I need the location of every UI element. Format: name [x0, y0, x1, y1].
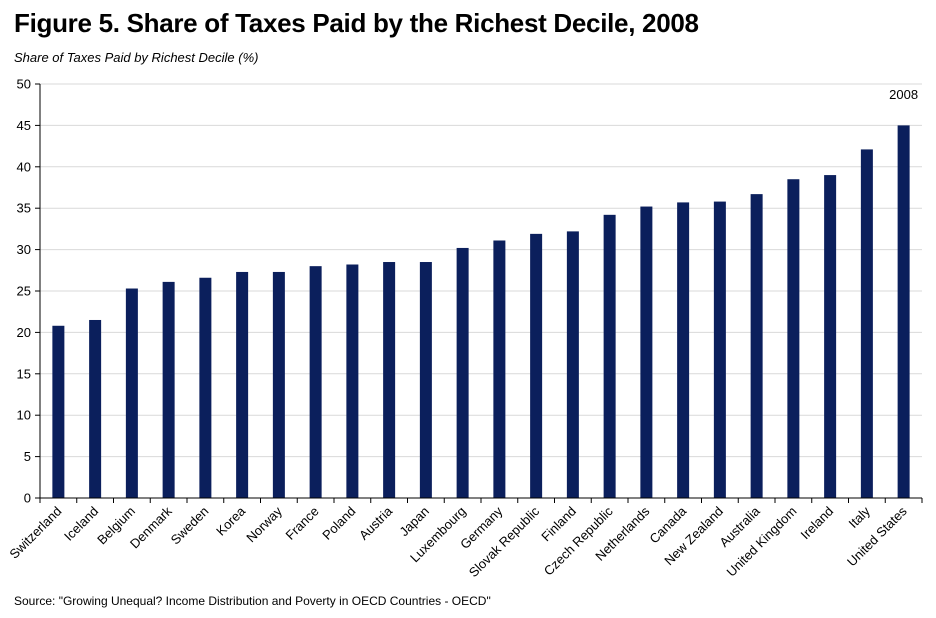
- y-tick-label: 20: [17, 325, 31, 340]
- bar-poland: [346, 264, 359, 498]
- x-tick-label: Norway: [243, 503, 285, 545]
- bar-switzerland: [52, 325, 65, 498]
- y-tick-label: 30: [17, 242, 31, 257]
- y-axis-title: Share of Taxes Paid by Richest Decile (%…: [14, 50, 259, 65]
- y-axis-ticks: 0 5 10 15 20 25 30 35 40 45 50: [17, 77, 40, 506]
- bar-luxembourg: [456, 247, 469, 498]
- chart-title: Figure 5. Share of Taxes Paid by the Ric…: [14, 8, 699, 38]
- y-tick-label: 40: [17, 159, 31, 174]
- y-tick-label: 10: [17, 408, 31, 423]
- bar-netherlands: [640, 206, 653, 498]
- bar-france: [309, 266, 322, 498]
- bar-united-states: [897, 125, 910, 499]
- year-annotation: 2008: [889, 87, 918, 102]
- x-tick-label: Italy: [846, 503, 874, 531]
- y-tick-label: 15: [17, 366, 31, 381]
- bar-germany: [493, 240, 506, 498]
- bar-finland: [566, 231, 579, 498]
- bar-iceland: [89, 319, 102, 498]
- bar-denmark: [162, 281, 175, 498]
- x-tick-label: France: [283, 504, 322, 543]
- bar-czech-republic: [603, 214, 616, 498]
- bar-canada: [677, 202, 690, 499]
- y-tick-label: 45: [17, 118, 31, 133]
- y-tick-label: 35: [17, 201, 31, 216]
- y-tick-label: 50: [17, 77, 31, 92]
- source-note: Source: "Growing Unequal? Income Distrib…: [14, 594, 491, 608]
- bar-united-kingdom: [787, 179, 800, 498]
- x-tick-label: Ireland: [798, 504, 837, 543]
- bar-austria: [383, 262, 396, 498]
- bar-sweden: [199, 277, 212, 498]
- bar-australia: [750, 194, 763, 498]
- gridlines: [40, 83, 922, 458]
- bar-italy: [860, 149, 873, 499]
- bar-ireland: [824, 175, 837, 498]
- bar-norway: [272, 271, 285, 498]
- bar-belgium: [125, 288, 138, 498]
- bars: [52, 125, 910, 499]
- bar-japan: [419, 262, 432, 498]
- x-tick-label: Switzerland: [6, 504, 64, 562]
- y-tick-label: 5: [24, 449, 31, 464]
- x-tick-label: Poland: [319, 504, 358, 543]
- y-tick-label: 0: [24, 491, 31, 506]
- x-tick-label: Sweden: [168, 504, 212, 548]
- y-tick-label: 25: [17, 284, 31, 299]
- x-tick-label: Austria: [356, 503, 396, 543]
- bar-korea: [236, 271, 249, 498]
- bar-new-zealand: [713, 201, 726, 499]
- bar-slovak-republic: [530, 233, 543, 499]
